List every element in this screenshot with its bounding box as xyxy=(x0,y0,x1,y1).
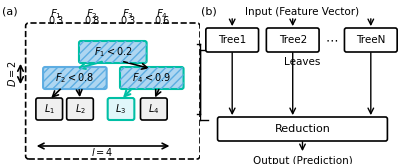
FancyBboxPatch shape xyxy=(345,28,397,52)
Text: $F_1$: $F_1$ xyxy=(50,7,62,21)
Text: (a): (a) xyxy=(2,6,18,16)
Text: Input (Feature Vector): Input (Feature Vector) xyxy=(245,7,360,17)
FancyBboxPatch shape xyxy=(36,98,63,120)
Text: Tree1: Tree1 xyxy=(218,35,246,45)
FancyBboxPatch shape xyxy=(120,67,183,89)
Text: $F_1 < 0.2$: $F_1 < 0.2$ xyxy=(94,45,132,59)
Text: Reduction: Reduction xyxy=(275,124,330,134)
Text: $\cdots$: $\cdots$ xyxy=(325,33,338,47)
Text: $F_4 < 0.9$: $F_4 < 0.9$ xyxy=(132,71,171,85)
Text: $F_2 < 0.8$: $F_2 < 0.8$ xyxy=(55,71,94,85)
Text: $F_3$: $F_3$ xyxy=(122,7,134,21)
FancyBboxPatch shape xyxy=(67,98,93,120)
Text: $L_1$: $L_1$ xyxy=(44,102,55,116)
Text: 0.3: 0.3 xyxy=(49,16,64,26)
Text: Output (Prediction): Output (Prediction) xyxy=(252,156,352,164)
Text: (b): (b) xyxy=(201,6,217,16)
Text: $L_2$: $L_2$ xyxy=(74,102,86,116)
Text: 0.8: 0.8 xyxy=(85,16,100,26)
Text: $D = 2$: $D = 2$ xyxy=(6,61,18,87)
FancyBboxPatch shape xyxy=(25,23,200,159)
FancyBboxPatch shape xyxy=(79,41,147,63)
Text: $F_2$: $F_2$ xyxy=(86,7,98,21)
Text: 0.6: 0.6 xyxy=(154,16,170,26)
FancyBboxPatch shape xyxy=(43,67,107,89)
Text: Leaves: Leaves xyxy=(284,57,321,67)
FancyBboxPatch shape xyxy=(206,28,259,52)
FancyBboxPatch shape xyxy=(108,98,135,120)
FancyBboxPatch shape xyxy=(217,117,387,141)
Text: $l = 4$: $l = 4$ xyxy=(91,146,114,158)
Text: TreeN: TreeN xyxy=(356,35,385,45)
FancyBboxPatch shape xyxy=(141,98,167,120)
Text: $F_4$: $F_4$ xyxy=(156,7,168,21)
FancyBboxPatch shape xyxy=(266,28,319,52)
Text: Tree2: Tree2 xyxy=(279,35,307,45)
Text: 0.3: 0.3 xyxy=(120,16,136,26)
Text: $L_3$: $L_3$ xyxy=(116,102,126,116)
Text: $L_4$: $L_4$ xyxy=(148,102,160,116)
